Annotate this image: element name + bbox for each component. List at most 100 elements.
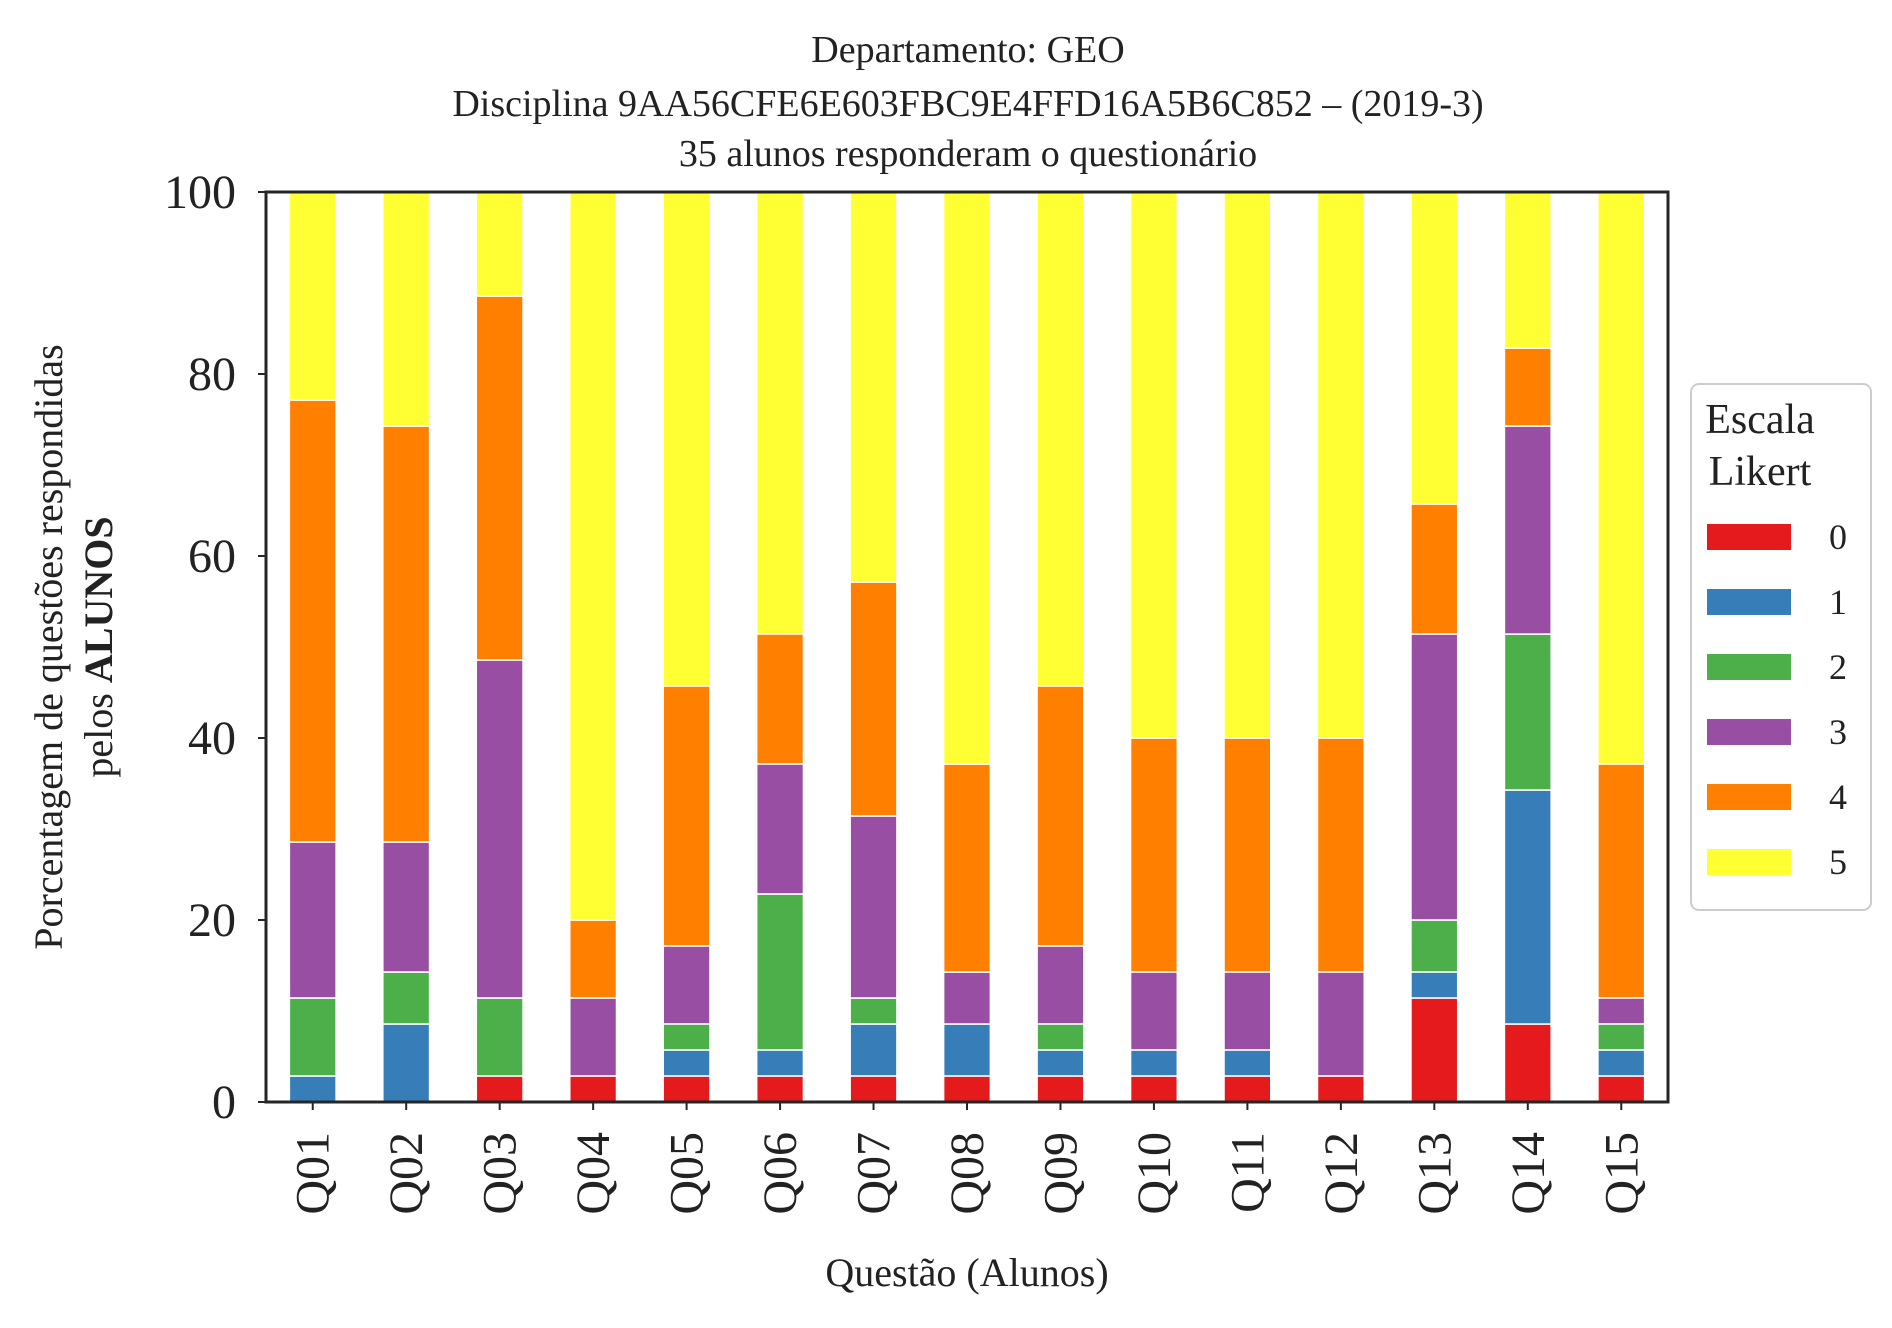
bar-segment-q13-level-5 (1410, 191, 1459, 505)
legend-swatch-0 (1707, 524, 1791, 550)
y-axis-label-line-1: Porcentagem de questões respondidas (26, 344, 71, 949)
y-tick-label-60: 60 (188, 530, 236, 583)
bar-segment-q06-level-4 (755, 633, 805, 765)
bar-segment-q07-level-3 (849, 815, 898, 999)
legend-label-4: 4 (1829, 777, 1847, 817)
bar-segment-q11-level-5 (1223, 191, 1272, 739)
x-tick-label-q12: Q12 (1315, 1132, 1368, 1215)
bar-segment-q10-level-5 (1129, 191, 1179, 739)
legend-swatch-5 (1707, 849, 1791, 875)
bar-segment-q05-level-3 (662, 945, 711, 1025)
x-tick-label-q05: Q05 (661, 1132, 714, 1215)
bar-segment-q02-level-3 (382, 841, 431, 973)
bar-segment-q11-level-1 (1223, 1049, 1272, 1077)
bar-segment-q09-level-2 (1036, 1023, 1085, 1051)
bar-segment-q14-level-0 (1503, 1023, 1552, 1103)
bar-segment-q11-level-0 (1223, 1075, 1272, 1103)
bar-segment-q12-level-0 (1316, 1075, 1365, 1103)
bar-segment-q08-level-0 (942, 1075, 992, 1103)
bar-segment-q08-level-5 (942, 191, 992, 765)
bar-segment-q05-level-2 (662, 1023, 711, 1051)
x-tick-label-q06: Q06 (754, 1132, 807, 1215)
x-tick-label-q04: Q04 (567, 1132, 620, 1215)
bar-segment-q01-level-4 (288, 399, 337, 843)
bar-segment-q03-level-2 (475, 997, 524, 1077)
y-tick-label-40: 40 (188, 712, 236, 765)
y-tick-label-100: 100 (164, 166, 236, 219)
bar-segment-q03-level-4 (475, 295, 524, 661)
y-axis-ticks: 0 20 40 60 80 100 (164, 166, 266, 1129)
bar-segment-q14-level-4 (1503, 347, 1552, 427)
bar-segment-q15-level-0 (1597, 1075, 1646, 1103)
bar-segment-q13-level-2 (1410, 919, 1459, 973)
bar-segment-q15-level-2 (1597, 1023, 1646, 1051)
legend-label-2: 2 (1829, 647, 1847, 687)
y-tick-label-0: 0 (212, 1076, 236, 1129)
y-tick-label-80: 80 (188, 348, 236, 401)
x-tick-label-q03: Q03 (474, 1132, 527, 1215)
bar-segment-q13-level-1 (1410, 971, 1459, 999)
bar-segment-q01-level-1 (288, 1075, 337, 1103)
bar-segment-q06-level-5 (755, 191, 805, 635)
legend-items: 0 1 2 3 4 5 (1707, 517, 1847, 882)
bar-segment-q14-level-5 (1503, 191, 1552, 349)
bar-segment-q09-level-0 (1036, 1075, 1085, 1103)
title-line-3: 35 alunos responderam o questionário (679, 133, 1257, 175)
legend-title-line-2: Likert (1709, 449, 1812, 495)
bar-segment-q05-level-4 (662, 685, 711, 947)
legend-label-3: 3 (1829, 712, 1847, 752)
bar-segment-q03-level-5 (475, 191, 524, 297)
legend-label-1: 1 (1829, 582, 1847, 622)
bar-segment-q10-level-3 (1129, 971, 1179, 1051)
bar-segment-q12-level-4 (1316, 737, 1365, 973)
bars-layer (288, 191, 1646, 1103)
bar-segment-q08-level-4 (942, 763, 992, 973)
bar-segment-q02-level-5 (382, 191, 431, 427)
bar-segment-q15-level-1 (1597, 1049, 1646, 1077)
x-tick-label-q01: Q01 (287, 1132, 340, 1215)
bar-segment-q07-level-2 (849, 997, 898, 1025)
legend-frame (1690, 383, 1872, 911)
bar-segment-q04-level-3 (569, 997, 618, 1077)
plot-frame (264, 190, 1670, 1104)
bar-segment-q04-level-4 (569, 919, 618, 999)
x-tick-label-q13: Q13 (1408, 1132, 1461, 1215)
legend-swatch-3 (1707, 719, 1791, 745)
legend-swatch-4 (1707, 784, 1791, 810)
legend-swatch-1 (1707, 589, 1791, 615)
bar-segment-q03-level-3 (475, 659, 524, 999)
bar-segment-q09-level-4 (1036, 685, 1085, 947)
bar-segment-q10-level-4 (1129, 737, 1179, 973)
bar-segment-q07-level-4 (849, 581, 898, 817)
bar-segment-q11-level-3 (1223, 971, 1272, 1051)
bar-segment-q13-level-3 (1410, 633, 1459, 921)
bar-segment-q02-level-1 (382, 1023, 431, 1103)
bar-segment-q09-level-5 (1036, 191, 1085, 687)
y-axis-label-line-2: pelos ALUNOS (76, 516, 121, 777)
bar-segment-q14-level-3 (1503, 425, 1552, 635)
bar-segment-q04-level-0 (569, 1075, 618, 1103)
legend-label-0: 0 (1829, 517, 1847, 557)
bar-segment-q13-level-4 (1410, 503, 1459, 635)
bar-segment-q04-level-5 (569, 191, 618, 921)
bar-segment-q14-level-1 (1503, 789, 1552, 1025)
bar-segment-q02-level-2 (382, 971, 431, 1025)
bar-segment-q15-level-3 (1597, 997, 1646, 1025)
bar-segment-q12-level-3 (1316, 971, 1365, 1077)
bar-segment-q05-level-5 (662, 191, 711, 687)
x-tick-label-q11: Q11 (1221, 1132, 1274, 1213)
legend-swatch-2 (1707, 654, 1791, 680)
bar-segment-q08-level-3 (942, 971, 992, 1025)
x-tick-label-q08: Q08 (941, 1132, 994, 1215)
bar-segment-q06-level-1 (755, 1049, 805, 1077)
chart-title: Departamento: GEO Disciplina 9AA56CFE6E6… (452, 29, 1483, 175)
y-axis-label-prefix: pelos (76, 683, 121, 777)
legend-title-line-1: Escala (1705, 397, 1815, 443)
bar-segment-q11-level-4 (1223, 737, 1272, 973)
bar-segment-q06-level-3 (755, 763, 805, 895)
bar-segment-q14-level-2 (1503, 633, 1552, 791)
bar-segment-q13-level-0 (1410, 997, 1459, 1103)
bar-segment-q01-level-3 (288, 841, 337, 999)
